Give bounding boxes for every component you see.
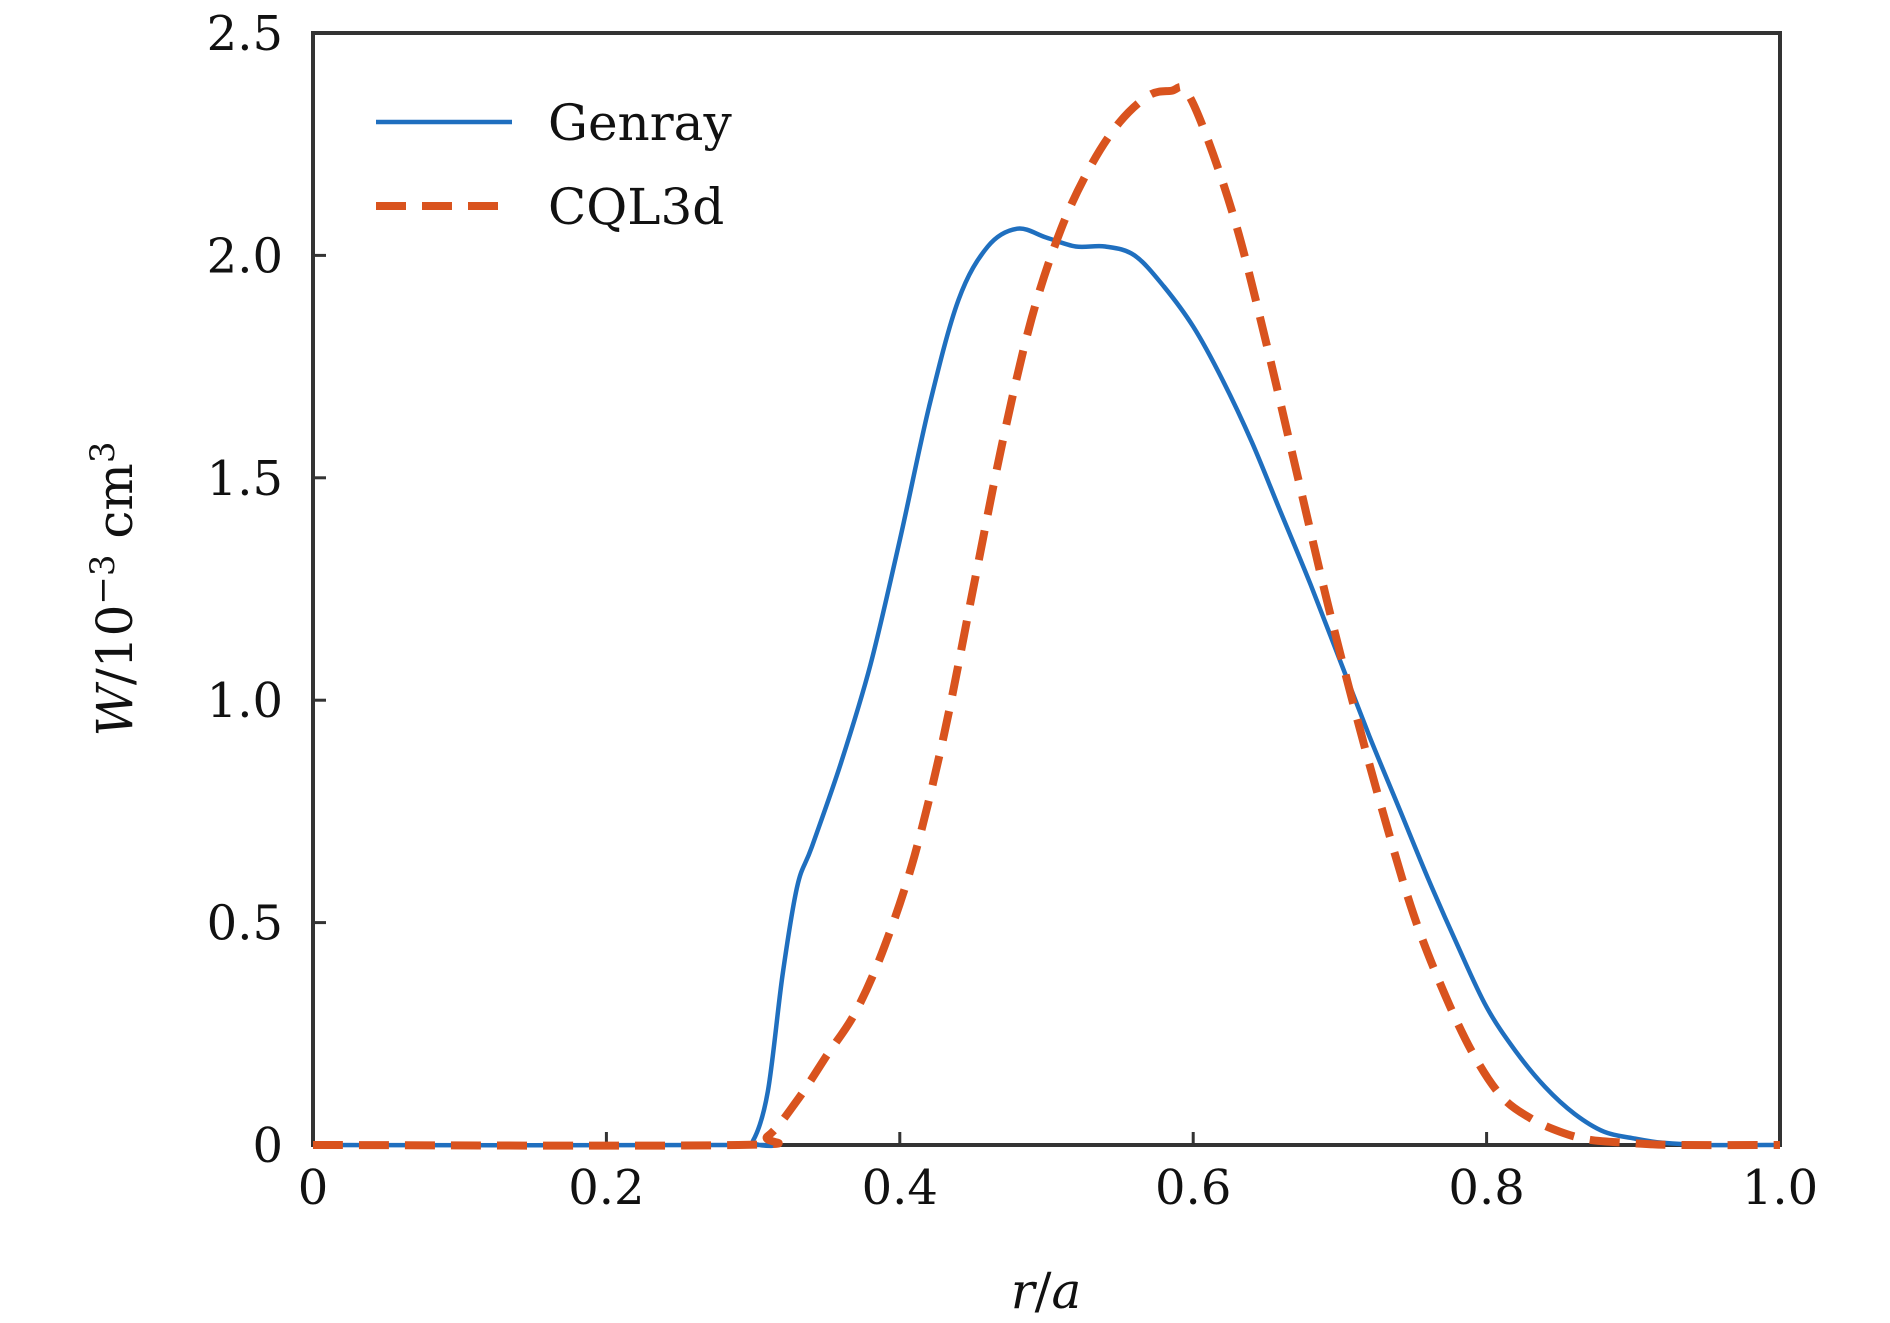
x-tick-label-1: 0.2 [568,1160,644,1216]
x-axis-var-r: r [1011,1262,1038,1320]
x-tick-label-4: 0.8 [1448,1160,1524,1216]
y-tick-label-3: 1.5 [207,451,283,507]
y-axis-title: W/10−3 cm3 [83,442,144,737]
x-tick-label-3: 0.6 [1155,1160,1231,1216]
x-axis-ticks: 0 0.2 0.4 0.6 0.8 1.0 [298,1132,1818,1216]
y-axis-var-w: W [86,681,144,736]
y-axis-exponent: −3 [83,554,123,604]
legend-label-cql3d: CQL3d [548,178,724,236]
y-tick-label-2: 1.0 [207,673,283,729]
y-axis-unit: cm [86,463,144,554]
y-axis-unit-exponent: 3 [83,442,123,464]
y-tick-label-4: 2.0 [207,228,283,284]
x-tick-label-5: 1.0 [1742,1160,1818,1216]
y-tick-label-5: 2.5 [207,6,283,62]
y-axis-base: 10 [86,605,144,669]
legend-label-genray: Genray [548,94,732,152]
x-axis-var-a: a [1051,1262,1081,1320]
series-line-cql3d [312,83,1781,1150]
y-tick-label-0: 0 [252,1118,283,1174]
series-line-genray [312,226,1781,1149]
y-axis-slash: / [86,668,144,685]
x-axis-slash: / [1035,1262,1052,1320]
x-tick-label-0: 0 [298,1160,329,1216]
x-axis-title: r/a [1011,1262,1082,1320]
series-lines [312,83,1781,1150]
legend: Genray CQL3d [376,94,732,236]
y-axis-ticks: 0 0.5 1.0 1.5 2.0 2.5 [207,6,326,1174]
y-tick-label-1: 0.5 [207,896,283,952]
plot-frame [311,31,1782,1147]
x-tick-label-2: 0.4 [862,1160,938,1216]
